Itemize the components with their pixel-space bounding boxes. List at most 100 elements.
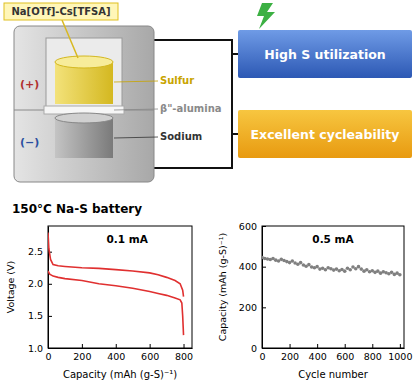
figure: Na[OTf]-Cs[TFSA] (+) (−) Sulfur β"-alumina So… [0,0,417,384]
annotation: 0.1 mA [107,233,149,245]
tick-label: 600 [239,221,257,232]
electrolyte-pointer [62,20,78,58]
chart: 0 200 400 600 800 1.0 1.5 2.0 2.5 0.1 mA Capacity … [5,226,193,380]
tick: 400 [107,344,125,362]
tick-mark [48,316,52,317]
tick-mark [150,344,151,348]
tick-label: 200 [73,351,91,362]
tick-label: 400 [309,351,327,362]
tick-label: 1.5 [28,310,43,321]
tick: 2.0 [28,278,52,289]
data-line [48,232,184,296]
sodium-layer [55,118,113,158]
tick-mark [262,226,266,227]
feature-box [238,110,412,158]
tick-label: 1.0 [28,343,43,354]
tick-label: 200 [281,351,299,362]
tick-label: 0 [259,351,265,362]
plot-marks [262,256,402,277]
layer-pointer [114,81,158,82]
data-line [48,271,184,335]
electrolyte-label: Na[OTf]-Cs[TFSA] [11,6,110,17]
data-point [398,273,402,277]
data-point [315,265,319,269]
cell-diagram: Na[OTf]-Cs[TFSA] (+) (−) Sulfur β"-alumina So… [4,3,412,182]
lightning-icon [257,3,275,29]
tick: 800 [364,344,382,362]
axis-line [49,348,193,349]
y-axis-title: Capacity (mAh (g-S)⁻¹) [217,233,228,341]
tick-label: 600 [141,351,159,362]
layer-label: β"-alumina [160,103,222,114]
tick-mark [262,348,266,349]
x-axis-title: Capacity (mAh (g-S)⁻¹) [63,369,177,380]
tick-mark [48,284,52,285]
layer-pointer [114,137,158,138]
tick-mark [82,344,83,348]
tick-label: 800 [175,351,193,362]
tick-label: 0 [45,351,51,362]
tick-label: 200 [239,302,257,313]
tick-label: 2.5 [28,246,43,257]
data-point [343,269,347,273]
tick-mark [48,348,52,349]
feature-label: High S utilization [264,47,385,62]
tick-mark [184,344,185,348]
tick: 600 [239,221,266,232]
figure-svg: Na[OTf]-Cs[TFSA] (+) (−) Sulfur β"-alumina So… [0,0,417,384]
tick: 400 [309,344,327,362]
data-point [357,265,361,269]
axis-line [263,348,405,349]
axis-line [262,227,263,349]
tick-mark [262,267,266,268]
tick: 200 [281,344,299,362]
data-point [307,263,311,267]
tick: 200 [239,302,266,313]
feature-box [238,30,412,78]
x-axis: 0 200 400 600 800 1000 [259,344,412,362]
data-point [299,261,303,265]
cell-cavity [46,38,122,110]
tick: 600 [336,344,354,362]
tick: 1.0 [28,343,52,354]
circuit-line [150,40,238,168]
tick-label: 600 [336,351,354,362]
tick-label: 1000 [388,351,412,362]
tick-label: 400 [107,351,125,362]
x-axis-title: Cycle number [298,369,368,380]
data-point [348,268,352,272]
y-axis-title: Voltage (V) [5,261,16,314]
tick-label: 0 [251,343,257,354]
plot-frame [48,226,192,348]
tick-mark [400,344,401,348]
tick-mark [116,344,117,348]
y-axis: 0 200 400 600 [239,221,266,354]
tick: 0 [251,343,266,354]
tick-label: 800 [364,351,382,362]
tick: 600 [141,344,159,362]
tick: 800 [175,344,193,362]
sulfur-top [55,56,113,68]
tick-mark [290,344,291,348]
layer-label: Sodium [160,131,202,142]
plot-marks [48,232,184,335]
annotation: 0.5 mA [312,233,354,245]
positive-label: (+) [20,78,39,91]
layer-label: Sulfur [160,75,194,86]
x-axis: 0 200 400 600 800 [45,344,193,362]
electrolyte-box [4,3,118,20]
cell-housing [14,26,154,182]
tick-mark [262,307,266,308]
negative-label: (−) [20,136,39,149]
plot-frame [262,226,404,348]
tick-mark [317,344,318,348]
tick: 400 [239,261,266,272]
layer-pointer [114,109,158,110]
tick: 1.5 [28,310,52,321]
tick: 200 [73,344,91,362]
feature-label: Excellent cycleability [251,127,400,142]
tick-label: 400 [239,261,257,272]
sodium-top [55,113,113,123]
chart: 0 200 400 600 800 1000 0 200 400 600 0.5 mA Cycle n… [217,221,412,380]
tick-mark [372,344,373,348]
